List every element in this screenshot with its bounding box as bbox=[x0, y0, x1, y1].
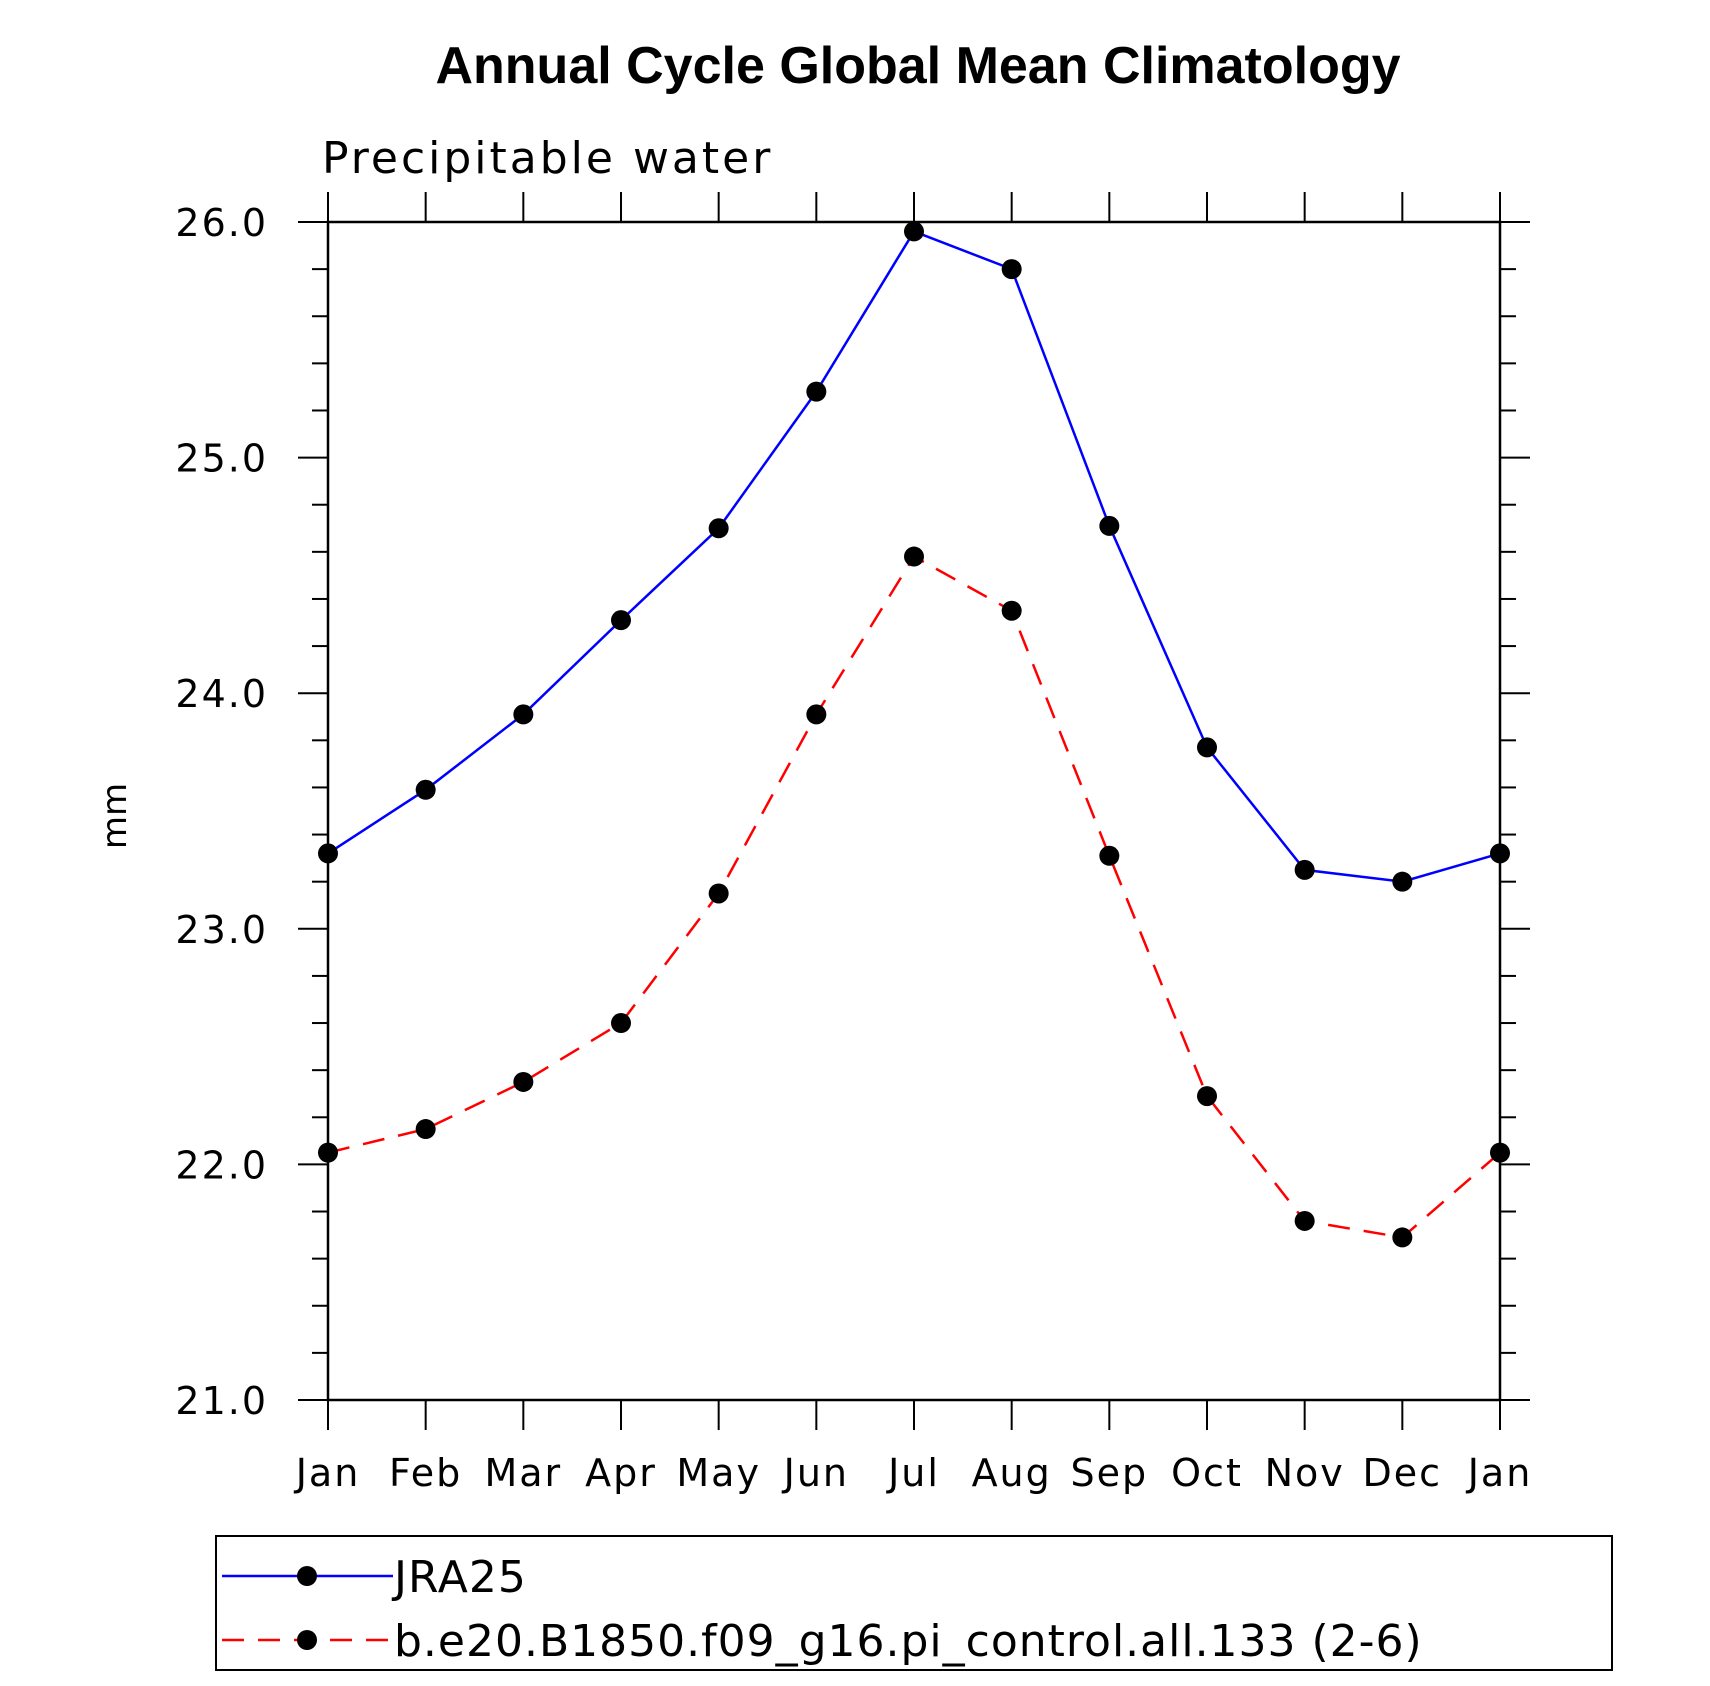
x-tick-label: Mar bbox=[484, 1451, 562, 1495]
y-tick-label: 23.0 bbox=[175, 908, 268, 952]
x-tick-label: Jul bbox=[886, 1451, 940, 1495]
data-point-1 bbox=[1294, 1210, 1315, 1231]
legend-label-model: b.e20.B1850.f09_g16.pi_control.all.133 (… bbox=[394, 1616, 1423, 1667]
legend-entry-jra25: JRA25 bbox=[222, 1552, 527, 1603]
chart-title: Annual Cycle Global Mean Climatology bbox=[435, 37, 1400, 95]
series-line-1 bbox=[327, 554, 1501, 1239]
x-tick-label: Dec bbox=[1363, 1451, 1443, 1495]
x-tick-label: Aug bbox=[972, 1451, 1052, 1495]
legend-label-jra25: JRA25 bbox=[391, 1552, 527, 1603]
x-tick-label: Jan bbox=[1466, 1451, 1533, 1495]
plot-frame bbox=[326, 220, 1502, 1402]
x-tick-label: Oct bbox=[1171, 1451, 1243, 1495]
y-tick-label: 24.0 bbox=[175, 672, 268, 716]
x-axis: Jan Feb Mar Apr May Jun Jul Aug Sep Oct Nov Dec Jan bbox=[294, 192, 1533, 1495]
legend-entry-model: b.e20.B1850.f09_g16.pi_control.all.133 (… bbox=[222, 1616, 1423, 1667]
legend-box bbox=[215, 1535, 1613, 1671]
data-point-0 bbox=[806, 381, 827, 402]
x-tick-label: Nov bbox=[1265, 1451, 1345, 1495]
data-point-0 bbox=[318, 843, 338, 864]
y-tick-label: 26.0 bbox=[175, 201, 268, 245]
data-point-0 bbox=[1099, 515, 1120, 536]
x-tick-label: Jan bbox=[294, 1451, 361, 1495]
data-point-0 bbox=[1197, 737, 1217, 758]
legend: JRA25 b.e20.B1850.f09_g16.pi_control.all… bbox=[215, 1535, 1613, 1671]
data-point-1 bbox=[806, 704, 827, 725]
y-tick-label: 25.0 bbox=[175, 437, 268, 481]
legend-marker-jra25 bbox=[297, 1566, 317, 1586]
x-tick-label: Feb bbox=[389, 1451, 462, 1495]
data-point-1 bbox=[1197, 1086, 1217, 1107]
data-point-0 bbox=[415, 779, 436, 800]
data-point-1 bbox=[1001, 600, 1022, 621]
data-point-1 bbox=[1490, 1142, 1510, 1163]
data-point-1 bbox=[318, 1142, 338, 1163]
data-point-1 bbox=[513, 1071, 534, 1092]
y-tick-label: 21.0 bbox=[175, 1379, 268, 1423]
data-point-0 bbox=[611, 610, 631, 631]
data-point-0 bbox=[1001, 259, 1022, 280]
series-layer bbox=[318, 221, 1510, 1248]
plot-border bbox=[326, 220, 1502, 1402]
x-tick-label: May bbox=[676, 1451, 761, 1495]
data-point-1 bbox=[708, 883, 729, 904]
data-point-1 bbox=[415, 1119, 436, 1140]
y-tick-label: 22.0 bbox=[175, 1143, 268, 1187]
data-point-0 bbox=[708, 518, 729, 539]
data-point-0 bbox=[513, 704, 534, 725]
x-tick-label: Sep bbox=[1071, 1451, 1149, 1495]
data-point-0 bbox=[1294, 859, 1315, 880]
chart-subtitle: Precipitable water bbox=[322, 133, 773, 184]
data-point-1 bbox=[611, 1013, 631, 1034]
legend-marker-model bbox=[297, 1630, 317, 1650]
data-point-1 bbox=[1392, 1227, 1413, 1248]
y-axis-label: mm bbox=[95, 783, 135, 849]
data-point-1 bbox=[904, 546, 924, 567]
x-tick-label: Apr bbox=[585, 1451, 657, 1495]
data-point-0 bbox=[1490, 843, 1510, 864]
data-point-0 bbox=[904, 221, 924, 242]
data-point-1 bbox=[1099, 845, 1120, 866]
data-point-0 bbox=[1392, 871, 1413, 892]
y-axis: 21.0 22.0 23.0 24.0 25.0 26.0 bbox=[175, 201, 1530, 1423]
x-tick-label: Jun bbox=[782, 1451, 849, 1495]
